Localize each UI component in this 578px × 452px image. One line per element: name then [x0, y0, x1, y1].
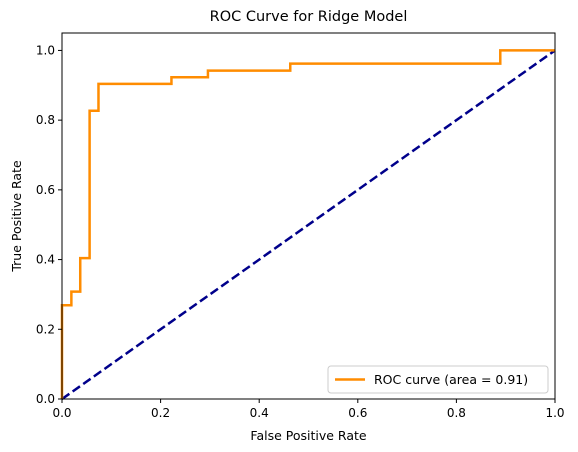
legend-entry-roc-curve: ROC curve (area = 0.91) — [374, 372, 528, 387]
chart-title: ROC Curve for Ridge Model — [210, 9, 408, 25]
x-axis-label: False Positive Rate — [250, 428, 366, 443]
y-tick-label: 0.4 — [36, 253, 55, 267]
plot-area — [60, 32, 556, 401]
x-tick-label: 0.0 — [52, 406, 71, 420]
y-tick-label: 0.8 — [36, 113, 55, 127]
legend-box — [327, 365, 549, 394]
roc-curve-line — [60, 49, 555, 399]
x-tick-label: 1.0 — [545, 406, 564, 420]
x-tick-label: 0.2 — [151, 406, 170, 420]
x-axis-ticks: 0.0 0.2 0.4 0.6 0.8 1.0 — [52, 399, 565, 420]
x-tick-label: 0.8 — [447, 406, 466, 420]
y-tick-label: 0.2 — [36, 322, 55, 336]
diagonal-reference-line — [61, 49, 556, 401]
y-axis-ticks: 0.0 0.2 0.4 0.6 0.8 1.0 — [36, 43, 62, 406]
y-axis-label: True Positive Rate — [9, 160, 24, 273]
x-tick-label: 0.4 — [250, 406, 269, 420]
legend: ROC curve (area = 0.91) — [327, 365, 549, 394]
x-tick-label: 0.6 — [348, 406, 367, 420]
y-tick-label: 1.0 — [36, 43, 55, 57]
plot-frame — [61, 32, 556, 400]
y-tick-label: 0.6 — [36, 183, 55, 197]
series-layer — [60, 49, 556, 401]
y-tick-label: 0.0 — [36, 392, 55, 406]
